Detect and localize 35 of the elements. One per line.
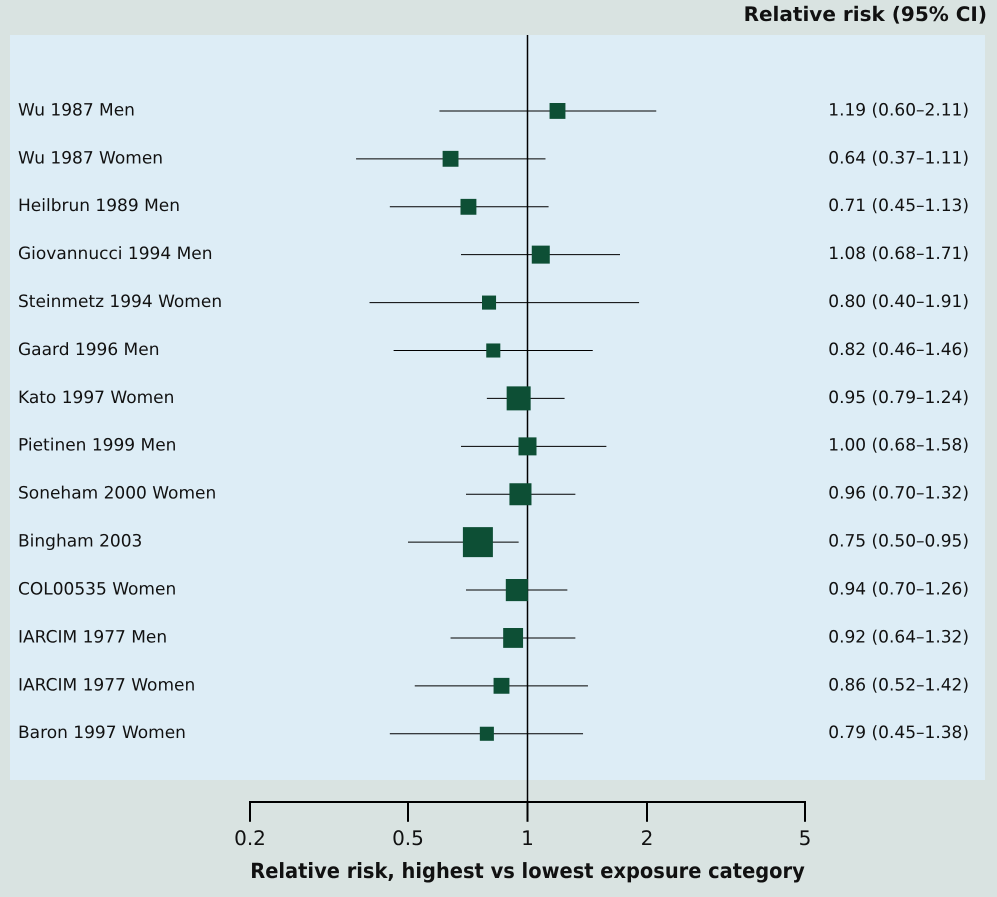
data-label: 0.95 (0.79–1.24)	[828, 388, 969, 408]
x-tick-label: 0.2	[234, 826, 266, 850]
x-tick-label: 2	[640, 826, 654, 850]
y-tick-label: Wu 1987 Men	[18, 100, 135, 120]
y-tick-label: Baron 1997 Women	[18, 723, 186, 744]
y-tick-label: Bingham 2003	[18, 532, 142, 552]
y-tick-label: COL00535 Women	[18, 579, 176, 600]
x-tick-label: 5	[798, 826, 812, 850]
y-tick-label: IARCIM 1977 Women	[18, 675, 196, 696]
data-label: 0.94 (0.70–1.26)	[828, 579, 969, 600]
y-tick-label: Steinmetz 1994 Women	[18, 292, 222, 312]
data-label: 1.19 (0.60–2.11)	[828, 100, 969, 120]
data-label: 0.82 (0.46–1.46)	[828, 340, 969, 360]
text: Relative risk (95% CI)	[744, 2, 987, 26]
x-tick-label: 0.5	[392, 826, 424, 850]
y-tick-label: Pietinen 1999 Men	[18, 436, 176, 456]
y-tick-label: Wu 1987 Women	[18, 148, 164, 168]
data-label: 0.71 (0.45–1.13)	[828, 196, 969, 216]
data-label: 0.79 (0.45–1.38)	[828, 723, 969, 744]
data-label: 0.92 (0.64–1.32)	[828, 627, 969, 648]
y-tick-label: IARCIM 1977 Men	[18, 627, 168, 648]
data-label: 0.86 (0.52–1.42)	[828, 675, 969, 696]
y-tick-label: Giovannucci 1994 Men	[18, 244, 212, 264]
y-tick-label: Heilbrun 1989 Men	[18, 196, 180, 216]
y-tick-label: Gaard 1996 Men	[18, 340, 160, 360]
data-label: 1.08 (0.68–1.71)	[828, 244, 969, 264]
data-label: 0.64 (0.37–1.11)	[828, 148, 969, 168]
data-label: 0.80 (0.40–1.91)	[828, 292, 969, 312]
y-tick-label: Kato 1997 Women	[18, 388, 174, 408]
x-tick-label: 1	[521, 826, 534, 850]
data-label: 0.75 (0.50–0.95)	[828, 532, 969, 552]
data-label: 1.00 (0.68–1.58)	[828, 436, 969, 456]
data-label: 0.96 (0.70–1.32)	[828, 484, 969, 504]
y-tick-label: Soneham 2000 Women	[18, 484, 216, 504]
x-axis-title: Relative risk, highest vs lowest exposure category	[250, 858, 805, 884]
